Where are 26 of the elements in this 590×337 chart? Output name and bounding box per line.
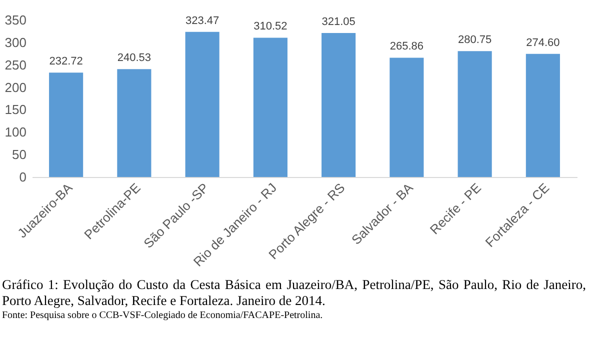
data-label: 323.47 bbox=[185, 14, 220, 27]
bar bbox=[185, 32, 220, 177]
bar bbox=[117, 69, 152, 177]
bar bbox=[322, 32, 356, 177]
y-tick-label: 100 bbox=[4, 124, 26, 140]
bar bbox=[49, 72, 84, 177]
y-tick-label: 0 bbox=[19, 170, 26, 184]
y-tick-label: 50 bbox=[12, 147, 26, 162]
data-label: 321.05 bbox=[322, 16, 356, 28]
y-tick-label: 300 bbox=[4, 34, 26, 50]
bar bbox=[390, 58, 424, 177]
data-label: 310.52 bbox=[254, 20, 288, 33]
bar bbox=[526, 54, 560, 177]
data-label: 274.60 bbox=[526, 36, 560, 49]
bar bbox=[458, 51, 492, 177]
y-tick-label: 250 bbox=[4, 57, 26, 72]
data-label: 280.75 bbox=[458, 34, 492, 46]
y-tick-label: 150 bbox=[4, 102, 26, 118]
data-label: 240.53 bbox=[117, 52, 152, 64]
text: Gráfico 1: Evolução do Custo da Cesta Básica em Juazeiro/BA, Petrolina/PE, São Paulo, Rio de Janeiro, Porto Alegre, Salvador, Recife e Fortaleza. Janeiro de 2014. bbox=[2, 277, 586, 309]
y-tick-label: 350 bbox=[4, 12, 26, 28]
data-label: 265.86 bbox=[390, 40, 424, 53]
bar bbox=[253, 38, 288, 177]
source-note: Fonte: Pesquisa sobre o CCB-VSF-Colegiado de Economia/FACAPE-Petrolina. bbox=[2, 309, 324, 322]
data-label: 232.72 bbox=[49, 56, 83, 68]
y-tick-label: 200 bbox=[4, 80, 26, 95]
